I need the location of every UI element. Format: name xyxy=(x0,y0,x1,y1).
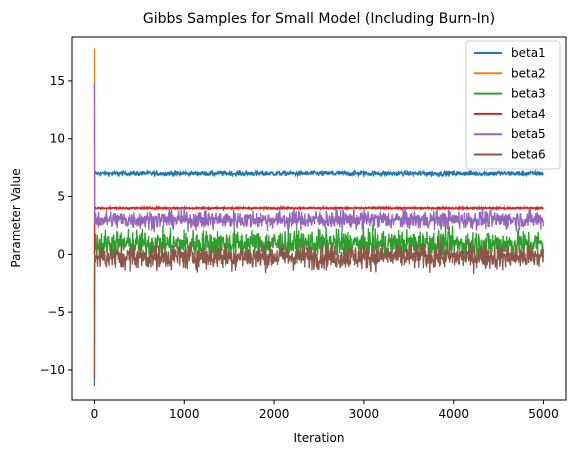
x-tick-label: 5000 xyxy=(528,407,559,421)
legend-label-beta5: beta5 xyxy=(511,127,546,141)
legend-label-beta1: beta1 xyxy=(511,46,546,60)
x-tick-label: 2000 xyxy=(259,407,290,421)
y-tick-label: 5 xyxy=(57,190,65,204)
x-axis-label: Iteration xyxy=(294,431,345,445)
y-axis-label: Parameter Value xyxy=(9,168,23,267)
x-tick-label: 0 xyxy=(91,407,99,421)
y-tick-label: 15 xyxy=(50,74,65,88)
legend-label-beta3: beta3 xyxy=(511,87,546,101)
y-tick-label: 10 xyxy=(50,132,65,146)
x-tick-label: 4000 xyxy=(438,407,469,421)
legend-label-beta4: beta4 xyxy=(511,107,546,121)
y-tick-label: −5 xyxy=(47,305,65,319)
legend-label-beta6: beta6 xyxy=(511,148,546,162)
x-tick-label: 3000 xyxy=(349,407,380,421)
y-tick-label: 0 xyxy=(57,247,65,261)
chart-title: Gibbs Samples for Small Model (Including… xyxy=(143,11,495,27)
x-axis: 0 1000 2000 3000 4000 5000 xyxy=(91,400,559,421)
series-line-beta1 xyxy=(94,170,543,386)
y-tick-label: −10 xyxy=(40,363,65,377)
series-line-beta6 xyxy=(94,239,543,379)
legend: beta1 beta2 beta3 beta4 beta5 beta6 xyxy=(466,41,560,169)
y-axis: −10 −5 0 5 10 15 xyxy=(40,74,72,377)
legend-label-beta2: beta2 xyxy=(511,66,546,80)
x-tick-label: 1000 xyxy=(169,407,200,421)
